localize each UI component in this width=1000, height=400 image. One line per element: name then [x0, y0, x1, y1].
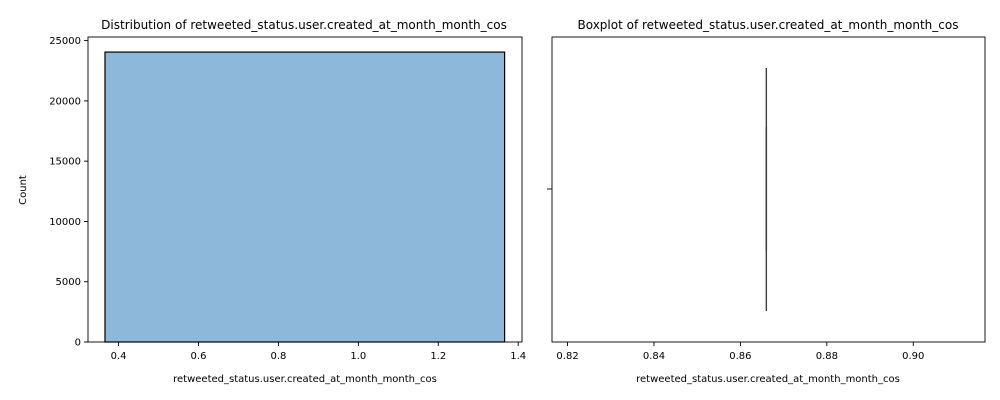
histogram-axes-frame — [87, 36, 523, 343]
histogram-panel: Distribution of retweeted_status.user.cr… — [18, 18, 526, 385]
histogram-x-tick-label: 0.6 — [191, 351, 207, 362]
histogram-y-tick-label: 5000 — [56, 277, 81, 288]
histogram-x-tick-label: 1.4 — [510, 351, 526, 362]
histogram-bar — [104, 51, 506, 343]
boxplot-x-tick-label: 0.88 — [816, 351, 838, 362]
boxplot-panel: 0.82 0.84 0.86 0.88 0.90 retweeted_status.us… — [547, 18, 986, 385]
histogram-y-tick-label: 0 — [75, 338, 81, 349]
boxplot-x-tick-label: 0.86 — [729, 351, 751, 362]
histogram-y-ticks: 0 5000 10000 15000 20000 25000 — [49, 36, 88, 349]
histogram-title: Distribution of retweeted_status.user.cr… — [101, 18, 507, 32]
histogram-bars — [104, 51, 506, 343]
histogram-x-tick-label: 1.2 — [430, 351, 446, 362]
histogram-y-axis-label: Count — [18, 175, 29, 205]
histogram-y-tick-label: 10000 — [49, 217, 81, 228]
histogram-x-ticks: 0.4 0.6 0.8 1.0 1.2 1.4 — [111, 342, 526, 362]
boxplot-x-tick-label: 0.90 — [902, 351, 924, 362]
histogram-y-tick-label: 25000 — [49, 36, 81, 47]
boxplot-x-ticks: 0.82 0.84 0.86 0.88 0.90 — [556, 342, 924, 362]
histogram-x-tick-label: 1.0 — [350, 351, 366, 362]
histogram-x-tick-label: 0.8 — [270, 351, 286, 362]
histogram-y-tick-label: 20000 — [49, 96, 81, 107]
histogram-x-tick-label: 0.4 — [111, 351, 127, 362]
boxplot-x-tick-label: 0.82 — [556, 351, 578, 362]
boxplot-title: Boxplot of retweeted_status.user.created… — [578, 18, 959, 32]
boxplot-x-axis-label: retweeted_status.user.created_at_month_m… — [636, 374, 900, 385]
histogram-y-tick-label: 15000 — [49, 157, 81, 168]
histogram-x-axis-label: retweeted_status.user.created_at_month_m… — [173, 374, 437, 385]
boxplot-x-tick-label: 0.84 — [643, 351, 665, 362]
boxplot-axes-frame — [551, 36, 986, 343]
